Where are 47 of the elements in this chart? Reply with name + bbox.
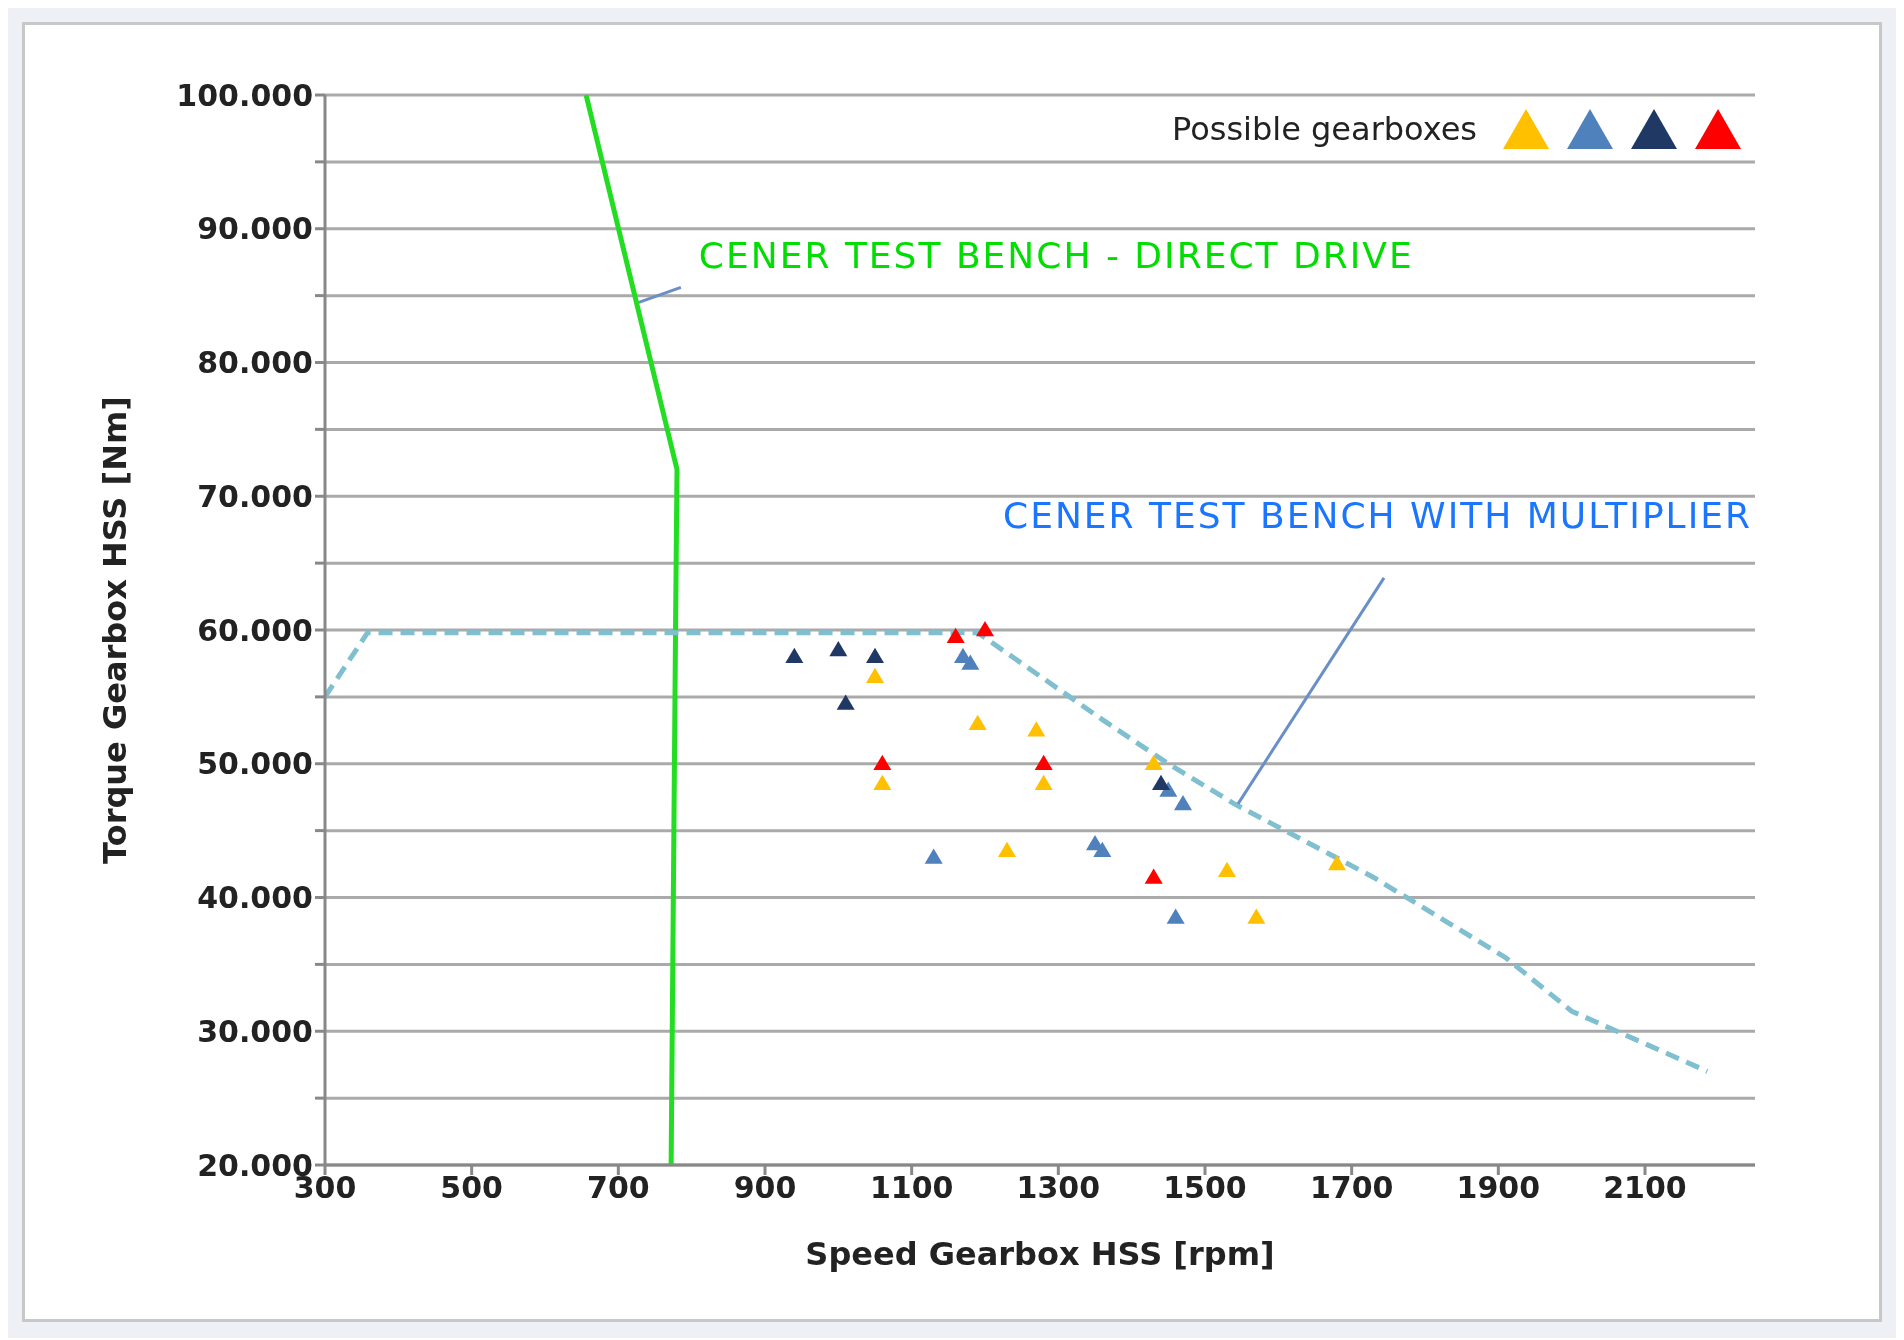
point [1144,754,1163,771]
point [1174,794,1192,811]
y-tick-label: 40.000 [197,880,313,916]
point [924,848,943,864]
y-axis-title: Torque Gearbox HSS [Nm] [96,396,135,864]
x-tick-label: 1300 [1016,1170,1101,1206]
point [1328,855,1346,871]
point [961,654,980,670]
point [836,694,855,710]
y-tick-label: 70.000 [197,478,313,514]
y-tick-label: 100.000 [176,77,313,113]
y-tick-label: 30.000 [197,1013,313,1049]
x-tick-label: 1700 [1309,1170,1394,1206]
point [829,641,848,657]
x-tick-label: 700 [587,1170,650,1206]
annotation: CENER TEST BENCH - DIRECT DRIVE [698,235,1414,277]
point [1166,908,1185,924]
x-tick-label: 1900 [1456,1170,1541,1206]
x-tick-label: 2100 [1603,1170,1687,1206]
annotation: CENER TEST BENCH WITH MULTIPLIER [1003,494,1753,536]
x-tick-label: 1500 [1163,1170,1247,1206]
point [1034,754,1053,771]
point [1144,868,1163,884]
y-tick-label: 80.000 [197,345,313,381]
point [1247,908,1266,924]
point [866,667,884,684]
point [866,647,884,664]
point [1093,841,1112,857]
point [873,754,892,771]
y-tick-label: 90.000 [197,211,313,247]
x-tick-label: 900 [733,1170,797,1206]
x-tick-label: 1100 [869,1170,954,1206]
point [1027,721,1046,737]
x-tick-label: 500 [440,1170,503,1206]
point [785,647,804,664]
point [976,621,994,637]
point [873,774,892,791]
point [968,714,987,730]
point [1218,861,1236,878]
y-tick-label: 60.000 [197,612,313,648]
point [998,841,1016,857]
x-axis-title: Speed Gearbox HSS [rpm] [805,1235,1275,1273]
point [1034,774,1053,791]
legend-title: Possible gearboxes [1171,110,1477,148]
y-tick-label: 50.000 [197,746,313,782]
point [946,627,965,643]
point [1152,774,1170,791]
